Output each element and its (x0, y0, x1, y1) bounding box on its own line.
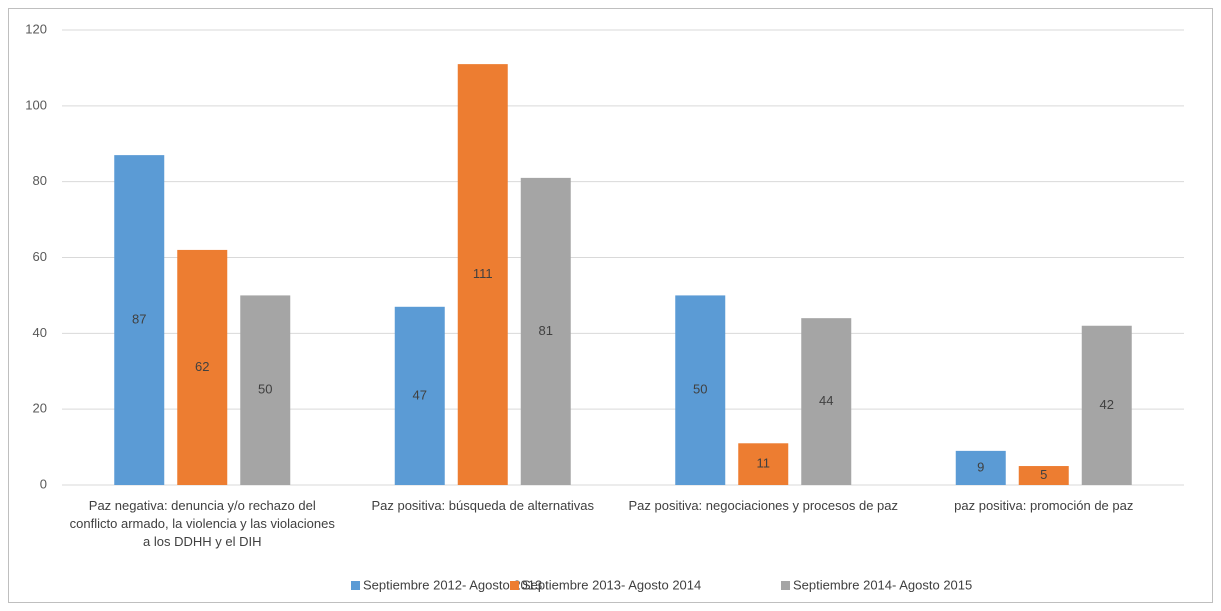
legend-label: Septiembre 2013- Agosto 2014 (522, 577, 701, 592)
y-tick-label: 80 (33, 173, 47, 188)
legend-label: Septiembre 2014- Agosto 2015 (793, 577, 972, 592)
bar (240, 295, 291, 485)
bar (955, 450, 1006, 485)
bar (177, 249, 228, 485)
bar (520, 177, 571, 485)
data-label: 11 (757, 456, 771, 471)
x-tick-label: paz positiva: promoción de paz (954, 498, 1134, 513)
data-label: 81 (539, 323, 553, 338)
data-label: 42 (1100, 397, 1114, 412)
y-tick-label: 120 (25, 21, 47, 36)
bar (394, 306, 445, 485)
y-tick-label: 20 (33, 401, 47, 416)
bar (114, 155, 165, 485)
chart-border (8, 8, 1213, 603)
legend-swatch (781, 581, 790, 590)
bar (801, 318, 852, 485)
y-tick-label: 40 (33, 325, 47, 340)
bar (738, 443, 789, 485)
data-label: 50 (693, 382, 707, 397)
y-tick-label: 0 (40, 476, 47, 491)
bar (457, 64, 508, 485)
bar (675, 295, 726, 485)
data-label: 47 (413, 387, 427, 402)
legend-swatch (351, 581, 360, 590)
y-tick-label: 100 (25, 97, 47, 112)
data-label: 44 (819, 393, 833, 408)
x-tick-label: Paz positiva: negociaciones y procesos d… (628, 498, 899, 513)
data-label: 5 (1040, 467, 1047, 482)
data-label: 87 (132, 312, 146, 327)
data-label: 50 (258, 382, 272, 397)
data-label: 62 (195, 359, 209, 374)
legend-label: Septiembre 2012- Agosto 2013 (363, 577, 542, 592)
data-label: 9 (977, 459, 984, 474)
x-tick-label: Paz positiva: búsqueda de alternativas (371, 498, 595, 513)
data-label: 111 (473, 266, 493, 281)
bar (1018, 466, 1069, 485)
y-tick-label: 60 (33, 249, 47, 264)
bar (1081, 325, 1132, 485)
x-tick-label: Paz negativa: denuncia y/o rechazo del c… (69, 498, 335, 549)
legend-swatch (510, 581, 519, 590)
